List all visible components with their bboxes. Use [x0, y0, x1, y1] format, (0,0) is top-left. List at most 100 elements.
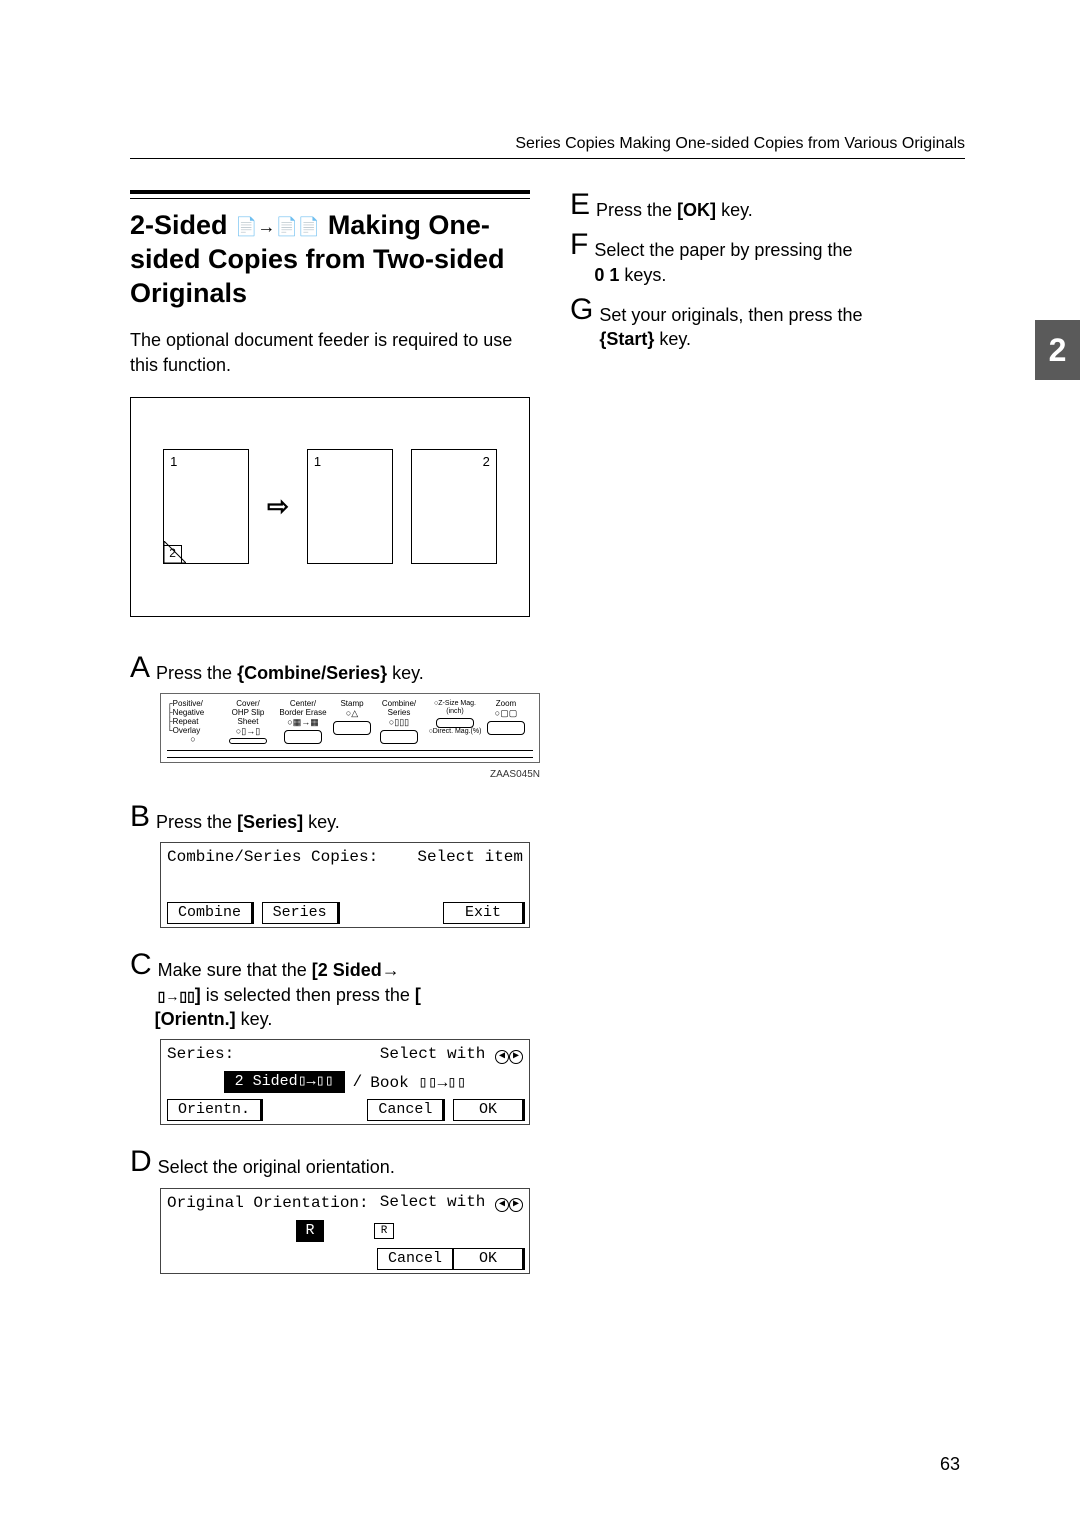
lcd-title: Series:	[167, 1045, 234, 1063]
duplex-icon: 📄→📄📄	[235, 217, 320, 237]
panel-label: Center/Border Erase ○▦→▦	[277, 700, 329, 744]
lcd-option[interactable]: Book ▯▯→▯▯	[370, 1072, 466, 1092]
text: keys.	[619, 265, 666, 285]
panel-label: Zoom ○▢▢	[487, 700, 525, 744]
lcd-button-cancel[interactable]: Cancel	[367, 1099, 443, 1121]
orientation-portrait-icon[interactable]: R	[296, 1220, 324, 1242]
lcd-screen: Combine/Series Copies: Select item Combi…	[160, 842, 530, 928]
key-name: {Start}	[599, 329, 654, 349]
step-letter: G	[570, 295, 593, 325]
lcd-button-exit[interactable]: Exit	[443, 902, 523, 924]
key-name: [2 Sided→	[312, 960, 400, 980]
step-letter: B	[130, 802, 150, 832]
lcd-title: Combine/Series Copies:	[167, 848, 378, 866]
step-letter: C	[130, 950, 152, 980]
text: Press the	[596, 200, 677, 220]
lcd-button-ok[interactable]: OK	[453, 1099, 523, 1121]
text: is selected then press the	[201, 985, 415, 1005]
text: key.	[387, 663, 424, 683]
lcd-prompt: Select item	[417, 848, 523, 866]
lcd-button-ok[interactable]: OK	[453, 1248, 523, 1270]
title-part1: 2-Sided	[130, 210, 228, 240]
lcd-button-cancel[interactable]: Cancel	[377, 1248, 453, 1270]
right-arrow-icon: ▶	[509, 1050, 523, 1064]
duplex-icon: ▯→▯▯	[298, 1072, 334, 1092]
section-title: 2-Sided 📄→📄📄 Making One-sided Copies fro…	[130, 209, 530, 310]
lcd-screen: Series: Select with ◀▶ 2 Sided ▯→▯▯ / Bo…	[160, 1039, 530, 1125]
key-name: [	[415, 985, 421, 1005]
diagram-result-page: 1	[307, 449, 393, 564]
step-b: B Press the [Series] key.	[130, 802, 530, 834]
key-name: [Series]	[237, 812, 303, 832]
right-column: E Press the [OK] key. F Select the paper…	[570, 190, 965, 1296]
panel-label: Cover/OHP Slip Sheet ○▯→▯	[222, 700, 274, 744]
step-text: Set your originals, then press the {Star…	[599, 295, 862, 352]
key-name: {Combine/Series}	[237, 663, 387, 683]
orientation-landscape-icon[interactable]: R	[374, 1223, 394, 1239]
left-arrow-icon: ◀	[495, 1198, 509, 1212]
step-letter: E	[570, 190, 590, 220]
diagram-result-page: 2	[411, 449, 497, 564]
text: key.	[303, 812, 340, 832]
lcd-prompt: Select with ◀▶	[380, 1045, 523, 1064]
text: Press the	[156, 812, 237, 832]
step-text: Press the [OK] key.	[596, 190, 753, 222]
panel-label: ○Z-Size Mag. (inch) ○Direct. Mag.(%)	[426, 700, 484, 744]
diagram-source-page: 1 2	[163, 449, 249, 564]
duplex-icon: ▯→▯▯	[158, 988, 195, 1004]
step-text: Press the [Series] key.	[156, 802, 340, 834]
step-letter: F	[570, 230, 588, 260]
diagram-num: 1	[314, 454, 321, 469]
intro-text: The optional document feeder is required…	[130, 328, 530, 377]
step-text: Select the original orientation.	[158, 1147, 395, 1179]
step-text: Press the {Combine/Series} key.	[156, 653, 424, 685]
lcd-screen: Original Orientation: Select with ◀▶ R R…	[160, 1188, 530, 1274]
text: Make sure that the	[158, 960, 312, 980]
key-name: 0 1	[594, 265, 619, 285]
chapter-tab: 2	[1035, 320, 1080, 380]
text: key.	[654, 329, 691, 349]
section-rule	[130, 190, 530, 194]
left-arrow-icon: ◀	[495, 1050, 509, 1064]
text: Select the paper by pressing the	[594, 240, 852, 260]
series-diagram: 1 2 ⇨ 1 2	[130, 397, 530, 617]
lcd-title: Original Orientation:	[167, 1194, 369, 1212]
page-number: 63	[940, 1454, 960, 1475]
step-c: C Make sure that the [2 Sided→ ▯→▯▯] is …	[130, 950, 530, 1031]
step-d: D Select the original orientation.	[130, 1147, 530, 1179]
book-icon: ▯▯→▯▯	[418, 1074, 466, 1092]
text: Press the	[156, 663, 237, 683]
key-name: [Orientn.]	[155, 1009, 236, 1029]
running-head: Series Copies Making One-sided Copies fr…	[515, 135, 965, 153]
lcd-button-orientn[interactable]: Orientn.	[167, 1099, 261, 1121]
diagram-num: 2	[483, 454, 490, 469]
step-letter: A	[130, 653, 150, 683]
right-arrow-icon: ▶	[509, 1198, 523, 1212]
lcd-prompt: Select with ◀▶	[380, 1193, 523, 1212]
header-rule	[130, 158, 965, 159]
lcd-sep: /	[353, 1073, 363, 1091]
step-letter: D	[130, 1147, 152, 1177]
step-text: Make sure that the [2 Sided→ ▯→▯▯] is se…	[158, 950, 421, 1031]
key-name: [OK]	[677, 200, 716, 220]
diagram-num: 1	[170, 454, 177, 469]
panel-code: ZAAS045N	[160, 769, 540, 780]
fold-corner-icon	[164, 541, 186, 563]
step-text: Select the paper by pressing the 0 1 key…	[594, 230, 852, 287]
lcd-button-series[interactable]: Series	[262, 902, 338, 924]
panel-label: ┌Positive/ ├Negative ├Repeat └Overlay ○	[167, 700, 219, 744]
step-a: A Press the {Combine/Series} key.	[130, 653, 530, 685]
panel-label: Combine/Series ○▯▯▯	[375, 700, 423, 744]
lcd-option-selected[interactable]: 2 Sided ▯→▯▯	[224, 1071, 345, 1093]
step-g: G Set your originals, then press the {St…	[570, 295, 965, 352]
text: key.	[236, 1009, 273, 1029]
panel-label: Stamp ○△	[332, 700, 372, 744]
step-f: F Select the paper by pressing the 0 1 k…	[570, 230, 965, 287]
arrow-icon: ⇨	[267, 491, 289, 522]
left-column: 2-Sided 📄→📄📄 Making One-sided Copies fro…	[130, 190, 530, 1296]
step-e: E Press the [OK] key.	[570, 190, 965, 222]
text: Set your originals, then press the	[599, 305, 862, 325]
text: key.	[716, 200, 753, 220]
lcd-button-combine[interactable]: Combine	[167, 902, 252, 924]
control-panel-image: ┌Positive/ ├Negative ├Repeat └Overlay ○ …	[160, 693, 540, 763]
